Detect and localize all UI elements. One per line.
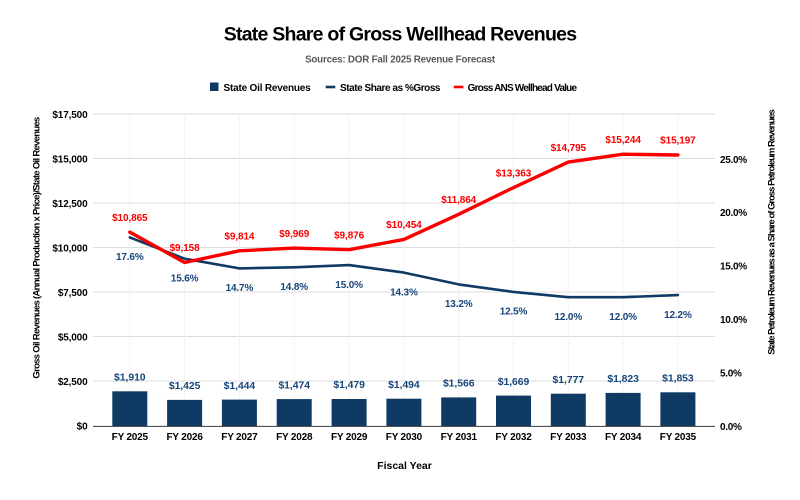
svg-text:$17,500: $17,500 [52,110,88,121]
svg-text:FY 2033: FY 2033 [550,432,587,443]
svg-text:$1,853: $1,853 [662,374,694,385]
svg-text:FY 2027: FY 2027 [221,432,258,443]
svg-text:12.0%: 12.0% [554,312,582,323]
svg-text:FY 2026: FY 2026 [166,432,203,443]
svg-text:$1,479: $1,479 [333,380,365,391]
svg-text:5.0%: 5.0% [720,369,742,380]
svg-text:FY 2025: FY 2025 [112,432,149,443]
svg-text:Sources: DOR Fall 2025 Revenue: Sources: DOR Fall 2025 Revenue Forecast [305,55,496,66]
svg-text:0.0%: 0.0% [720,422,742,433]
svg-text:FY 2035: FY 2035 [660,432,697,443]
svg-text:State Share as %Gross: State Share as %Gross [340,83,441,94]
svg-text:$5,000: $5,000 [58,332,88,343]
svg-text:$1,669: $1,669 [498,377,530,388]
svg-text:$9,814: $9,814 [224,232,255,243]
svg-text:$15,000: $15,000 [52,154,88,165]
svg-text:FY 2032: FY 2032 [495,432,532,443]
svg-text:10.0%: 10.0% [720,315,747,326]
svg-text:$1,444: $1,444 [224,381,256,392]
svg-text:20.0%: 20.0% [720,208,747,219]
svg-text:$13,363: $13,363 [496,168,532,179]
svg-text:$1,910: $1,910 [114,373,146,384]
svg-text:14.7%: 14.7% [226,283,254,294]
svg-text:$1,474: $1,474 [278,380,310,391]
svg-text:FY 2030: FY 2030 [386,432,423,443]
svg-text:$9,876: $9,876 [334,230,365,241]
svg-text:State Petroleum Revenues as a: State Petroleum Revenues as a Share of G… [766,110,777,355]
svg-text:FY 2031: FY 2031 [441,432,478,443]
svg-text:Fiscal Year: Fiscal Year [377,460,432,472]
svg-text:15.0%: 15.0% [720,262,747,273]
svg-text:14.3%: 14.3% [390,287,418,298]
svg-text:$10,454: $10,454 [386,220,422,231]
svg-text:$11,864: $11,864 [441,195,476,206]
svg-text:$7,500: $7,500 [58,288,88,299]
svg-text:12.2%: 12.2% [664,310,692,321]
svg-text:Gross Oil Revenues (Annual Pro: Gross Oil Revenues (Annual Production x … [31,117,42,379]
svg-text:$12,500: $12,500 [52,199,88,210]
svg-text:$0: $0 [77,421,88,432]
svg-text:$1,425: $1,425 [169,381,201,392]
svg-text:$14,795: $14,795 [551,143,587,154]
svg-text:$9,969: $9,969 [279,229,310,240]
svg-text:FY 2029: FY 2029 [331,432,368,443]
svg-text:25.0%: 25.0% [720,155,747,166]
svg-text:State Oil Revenues: State Oil Revenues [224,83,312,94]
svg-text:13.2%: 13.2% [445,299,473,310]
svg-text:State Share of Gross Wellhead: State Share of Gross Wellhead Revenues [224,24,578,46]
svg-text:$1,823: $1,823 [607,374,639,385]
svg-text:$2,500: $2,500 [58,377,88,388]
svg-text:$10,865: $10,865 [112,213,148,224]
svg-text:FY 2034: FY 2034 [605,432,642,443]
svg-text:FY 2028: FY 2028 [276,432,313,443]
svg-text:$10,000: $10,000 [52,243,88,254]
svg-text:$15,244: $15,244 [605,135,641,146]
svg-text:15.6%: 15.6% [171,274,199,285]
svg-text:$1,566: $1,566 [443,379,475,390]
svg-text:$15,197: $15,197 [660,136,696,147]
svg-text:12.5%: 12.5% [500,307,528,318]
svg-text:17.6%: 17.6% [116,252,144,263]
svg-text:$1,494: $1,494 [388,380,420,391]
svg-text:Gross ANS Wellhead Value: Gross ANS Wellhead Value [468,83,578,94]
svg-text:12.0%: 12.0% [609,312,637,323]
svg-text:$9,158: $9,158 [170,243,201,254]
svg-text:15.0%: 15.0% [335,280,363,291]
svg-text:14.8%: 14.8% [280,282,308,293]
svg-text:$1,777: $1,777 [553,375,585,386]
